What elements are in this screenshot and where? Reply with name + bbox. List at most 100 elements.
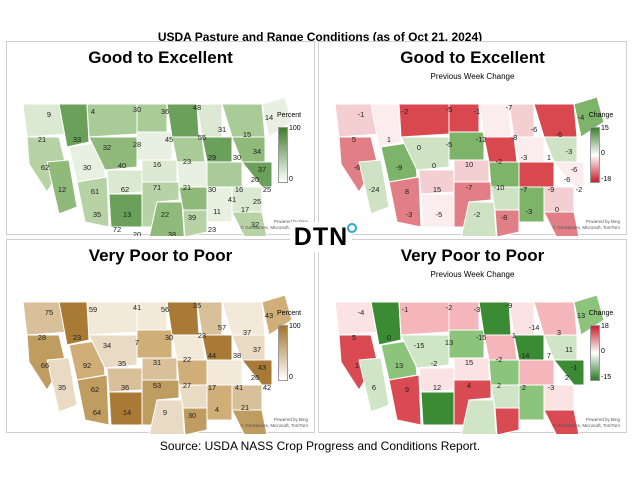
state-shape (88, 136, 138, 171)
state-value-label: 27 (183, 381, 191, 390)
state-shape (460, 201, 497, 236)
state-value-label: 30 (233, 153, 241, 162)
state-value-label: -6 (556, 130, 563, 139)
state-value-label: 0 (387, 333, 391, 342)
panel-title: Good to Excellent (88, 48, 233, 67)
state-value-label: -5 (436, 210, 443, 219)
state-shape (231, 409, 268, 434)
state-shape (221, 301, 266, 336)
state-shape (388, 374, 422, 426)
panel-subtitle: Previous Week Change (430, 72, 515, 81)
state-value-label: 32 (251, 220, 259, 229)
state-value-label: 57 (218, 323, 226, 332)
state-value-label: 4 (215, 405, 219, 414)
state-value-label: 6 (372, 383, 376, 392)
legend-title: Change (588, 112, 614, 119)
legend-color-bar (590, 127, 600, 183)
state-shape (46, 159, 78, 215)
state-shape (573, 294, 605, 336)
legend-min: -18 (601, 176, 612, 183)
state-shape (400, 136, 450, 171)
state-value-label: 34 (253, 147, 261, 156)
state-value-label: 62 (91, 385, 99, 394)
state-value-label: 38 (168, 230, 176, 236)
state-shape (518, 384, 545, 421)
state-value-label: 13 (123, 210, 131, 219)
state-shape (543, 409, 580, 434)
state-shape (533, 103, 578, 138)
state-value-label: -1 (402, 305, 409, 314)
state-value-label: 41 (228, 195, 236, 204)
state-value-label: 1 (387, 135, 391, 144)
state-value-label: 11 (213, 207, 221, 216)
state-value-label: -10 (494, 183, 505, 192)
state-value-label: -4 (578, 113, 585, 122)
state-value-label: 37 (243, 328, 251, 337)
dtn-logo: DTN (290, 222, 352, 252)
state-value-label: -2 (496, 355, 503, 364)
state-value-label: 62 (121, 185, 129, 194)
state-value-label: 7 (135, 338, 139, 347)
state-value-label: 43 (265, 311, 273, 320)
state-value-label: 20 (133, 230, 141, 236)
legend-color-bar (278, 127, 288, 183)
state-value-label: 43 (258, 363, 266, 372)
state-value-label: 75 (45, 308, 53, 317)
state-value-label: -3 (521, 153, 528, 162)
state-value-label: 2 (565, 373, 569, 382)
state-value-label: 23 (183, 157, 191, 166)
state-shape (388, 176, 422, 228)
state-value-label: 71 (153, 183, 161, 192)
state-value-label: -14 (529, 323, 540, 332)
state-value-label: 34 (103, 341, 111, 350)
state-shape (518, 161, 555, 188)
state-value-label: -6 (564, 175, 571, 184)
state-shape (518, 359, 555, 386)
state-value-label: -7 (506, 103, 513, 112)
state-shape (552, 359, 585, 386)
legend: Change 15 0 -18 (584, 112, 618, 202)
state-value-label: 0 (417, 143, 421, 152)
state-value-label: 64 (93, 408, 101, 417)
state-shape (494, 209, 520, 236)
state-value-label: 21 (241, 403, 249, 412)
legend-max: 15 (601, 125, 609, 132)
state-value-label: -2 (402, 107, 409, 116)
state-value-label: 31 (218, 125, 226, 134)
state-shape (488, 359, 520, 386)
state-shape (221, 103, 266, 138)
state-shape (543, 211, 580, 236)
state-value-label: 22 (161, 210, 169, 219)
state-value-label: -24 (369, 185, 380, 194)
state-shape (182, 209, 208, 236)
state-value-label: 36 (161, 107, 169, 116)
state-value-label: 4 (467, 381, 471, 390)
map-credit: Powered by Bing © GeoNames, Microsoft, T… (552, 219, 621, 230)
state-shape (240, 161, 273, 188)
state-value-label: 9 (405, 385, 409, 394)
state-shape (420, 391, 455, 426)
state-value-label: 30 (83, 163, 91, 172)
state-value-label: 15 (243, 130, 251, 139)
panel-very-poor-poor-change: -4 -1 -2 -3 -9 5 0 -15 13 -15 1 -14 3 13 1 13 -2 15 -2 -14 7… (318, 239, 627, 434)
state-value-label: 2 (497, 381, 501, 390)
map-credit: Powered by Bing © GeoNames, Microsoft, T… (240, 417, 309, 428)
panel-good-excellent-change: -1 -2 -5 -1 -7 5 1 0 -5 -12 -8 -6 -6 -4 -6 -9 0 10 -2 -3 1 -3… (318, 41, 627, 236)
state-value-label: 36 (121, 383, 129, 392)
state-value-label: 72 (113, 225, 121, 234)
state-value-label: 31 (153, 358, 161, 367)
state-value-label: 14 (265, 113, 273, 122)
state-value-label: -8 (501, 213, 508, 222)
us-map: 9 4 30 36 48 21 33 32 28 45 55 31 15 14 62 30 40 16 23 29 30… (22, 96, 293, 236)
state-value-label: 1 (355, 361, 359, 370)
state-value-label: -9 (396, 163, 403, 172)
state-value-label: 53 (153, 381, 161, 390)
map-credit: Powered by Bing © GeoNames, Microsoft, T… (240, 219, 309, 230)
state-value-label: -6 (531, 125, 538, 134)
state-value-label: 28 (38, 333, 46, 342)
state-value-label: -2 (446, 303, 453, 312)
legend-min: -15 (601, 374, 612, 381)
legend-max: 100 (289, 323, 301, 330)
legend: Percent 100 0 (272, 112, 306, 202)
